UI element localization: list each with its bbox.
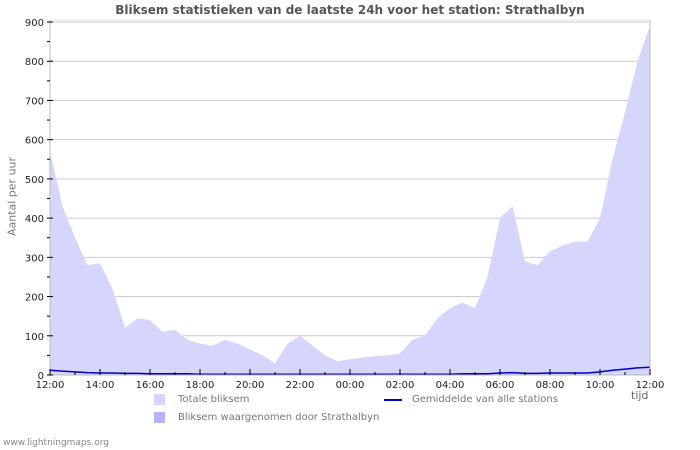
svg-text:18:00: 18:00 <box>186 380 215 391</box>
svg-text:12:00: 12:00 <box>636 380 665 391</box>
footer-site-link[interactable]: www.lightningmaps.org <box>3 438 109 448</box>
svg-text:04:00: 04:00 <box>436 380 465 391</box>
svg-text:500: 500 <box>25 175 44 186</box>
svg-text:900: 900 <box>25 18 44 29</box>
legend-item-average: Gemiddelde van alle stations <box>384 394 558 405</box>
svg-text:06:00: 06:00 <box>486 380 515 391</box>
legend-swatch-average <box>384 398 402 401</box>
svg-text:100: 100 <box>25 332 44 343</box>
area-total-lightning <box>50 25 650 376</box>
svg-text:600: 600 <box>25 136 44 147</box>
legend-item-station: Bliksem waargenomen door Strathalbyn <box>154 412 379 423</box>
svg-text:20:00: 20:00 <box>236 380 265 391</box>
legend-swatch-total <box>154 394 165 405</box>
svg-text:0: 0 <box>38 371 44 382</box>
svg-text:10:00: 10:00 <box>586 380 615 391</box>
svg-text:00:00: 00:00 <box>336 380 365 391</box>
svg-text:02:00: 02:00 <box>386 380 415 391</box>
x-axis-label: tijd <box>631 389 649 402</box>
svg-text:12:00: 12:00 <box>36 380 65 391</box>
svg-text:300: 300 <box>25 253 44 264</box>
svg-text:700: 700 <box>25 96 44 107</box>
x-axis-ticks: 12:00 14:00 16:00 18:00 20:00 22:00 00:00 02:00… <box>36 369 665 391</box>
svg-text:14:00: 14:00 <box>86 380 115 391</box>
legend-label-total: Totale bliksem <box>178 394 250 405</box>
legend-label-average: Gemiddelde van alle stations <box>412 394 558 405</box>
svg-text:400: 400 <box>25 214 44 225</box>
svg-text:200: 200 <box>25 293 44 304</box>
svg-text:800: 800 <box>25 57 44 68</box>
legend-item-total: Totale bliksem <box>154 394 249 405</box>
y-axis-ticks: 0 100 200 300 400 500 600 700 800 900 <box>25 18 53 382</box>
legend-swatch-station <box>154 412 165 423</box>
svg-text:22:00: 22:00 <box>286 380 315 391</box>
chart-title: Bliksem statistieken van de laatste 24h … <box>115 3 585 17</box>
svg-text:16:00: 16:00 <box>136 380 165 391</box>
legend-label-station: Bliksem waargenomen door Strathalbyn <box>178 412 380 423</box>
svg-text:08:00: 08:00 <box>536 380 565 391</box>
